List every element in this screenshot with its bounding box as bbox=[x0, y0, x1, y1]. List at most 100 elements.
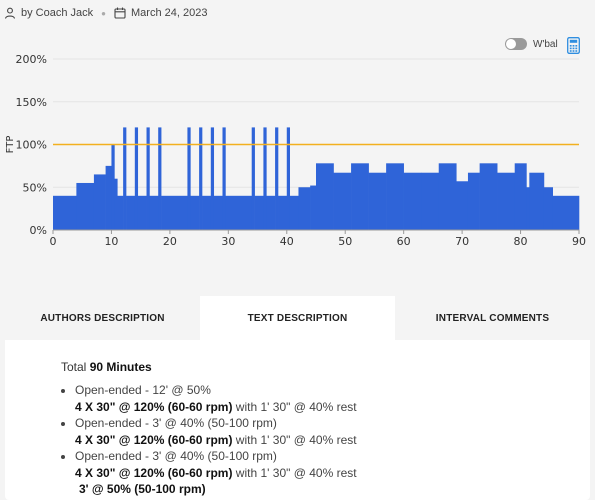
workout-meta: by Coach Jack ● March 24, 2023 bbox=[4, 5, 207, 21]
power-bar bbox=[529, 172, 545, 230]
power-bar bbox=[251, 127, 255, 230]
interval-main: 4 X 30" @ 120% (60-60 rpm) bbox=[75, 465, 233, 480]
wbal-toggle[interactable] bbox=[505, 38, 527, 50]
power-bar bbox=[114, 178, 118, 230]
interval-warmup: Open-ended - 3' @ 40% (50-100 rpm) bbox=[75, 449, 277, 463]
x-tick-label: 90 bbox=[572, 235, 586, 248]
tab-interval-comments[interactable]: INTERVAL COMMENTS bbox=[435, 312, 550, 324]
power-bar bbox=[225, 195, 253, 230]
interval-warmup: Open-ended - 3' @ 40% (50-100 rpm) bbox=[75, 416, 277, 430]
power-bar bbox=[126, 195, 136, 230]
tab-text-description[interactable]: TEXT DESCRIPTION bbox=[200, 296, 395, 340]
calendar-icon bbox=[114, 7, 126, 19]
power-bar bbox=[456, 181, 469, 230]
list-item: Open-ended - 3' @ 40% (50-100 rpm) 4 X 3… bbox=[75, 415, 357, 448]
y-tick-label: 100% bbox=[16, 139, 47, 152]
workout-power-chart: 0% 50% 100% 150% 200% FTP 0 10 20 30 40 50 60 70 80 90 bbox=[5, 53, 586, 248]
x-tick-label: 80 bbox=[514, 235, 528, 248]
wbal-label: W'bal bbox=[533, 38, 558, 50]
interval-list: Open-ended - 12' @ 50% 4 X 30" @ 120% (6… bbox=[61, 382, 357, 481]
calculator-icon[interactable] bbox=[567, 37, 580, 59]
power-bar bbox=[105, 165, 112, 230]
power-bar bbox=[254, 195, 264, 230]
power-bar bbox=[368, 172, 387, 230]
x-tick-label: 20 bbox=[163, 235, 177, 248]
power-bar bbox=[76, 182, 95, 230]
power-bar bbox=[333, 172, 352, 230]
user-icon bbox=[4, 7, 16, 19]
power-bar bbox=[438, 163, 457, 230]
power-bar bbox=[134, 127, 139, 230]
x-tick-label: 30 bbox=[221, 235, 235, 248]
power-bar bbox=[187, 127, 191, 230]
interval-main: 4 X 30" @ 120% (60-60 rpm) bbox=[75, 399, 233, 414]
interval-set: 4 X 30" @ 120% (60-60 rpm) with 1' 30" @… bbox=[75, 432, 357, 449]
power-bar bbox=[53, 195, 77, 230]
interval-rest: with 1' 30" @ 40% rest bbox=[232, 432, 357, 447]
power-bar bbox=[552, 195, 580, 230]
cooldown-interval: 3' @ 50% (50-100 rpm) bbox=[79, 482, 206, 496]
tab-authors-description[interactable]: AUTHORS DESCRIPTION bbox=[40, 312, 165, 324]
x-tick-label: 60 bbox=[397, 235, 411, 248]
toggle-knob bbox=[506, 39, 516, 49]
x-tick-label: 50 bbox=[338, 235, 352, 248]
total-duration: Total 90 Minutes bbox=[61, 360, 152, 374]
power-bar bbox=[351, 163, 369, 230]
y-tick-label: 150% bbox=[16, 96, 47, 109]
y-tick-label: 50% bbox=[23, 181, 47, 194]
power-bar bbox=[158, 127, 162, 230]
y-tick-label: 0% bbox=[30, 224, 47, 237]
y-tick-label: 200% bbox=[16, 53, 47, 66]
power-bar bbox=[543, 187, 553, 230]
power-bar bbox=[190, 195, 200, 230]
power-bar bbox=[117, 195, 124, 230]
power-bar bbox=[149, 195, 159, 230]
power-bar bbox=[298, 187, 311, 230]
interval-set: 4 X 30" @ 120% (60-60 rpm) with 1' 30" @… bbox=[75, 465, 357, 482]
total-value: 90 Minutes bbox=[89, 360, 152, 374]
x-tick-label: 70 bbox=[455, 235, 469, 248]
x-tick-label: 0 bbox=[50, 235, 57, 248]
interval-set: 4 X 30" @ 120% (60-60 rpm) with 1' 30" @… bbox=[75, 399, 357, 416]
interval-rest: with 1' 30" @ 40% rest bbox=[232, 399, 357, 414]
power-bar bbox=[93, 174, 106, 230]
total-label: Total bbox=[61, 360, 87, 374]
power-bar bbox=[467, 172, 480, 230]
power-bar bbox=[263, 127, 267, 230]
power-bar bbox=[210, 127, 215, 230]
description-tabs: AUTHORS DESCRIPTION TEXT DESCRIPTION INT… bbox=[5, 296, 590, 340]
power-bar bbox=[222, 127, 226, 230]
power-bar bbox=[479, 163, 498, 230]
power-bar bbox=[497, 172, 516, 230]
power-bar bbox=[146, 127, 150, 230]
interval-main: 4 X 30" @ 120% (60-60 rpm) bbox=[75, 432, 233, 447]
power-bar bbox=[289, 195, 299, 230]
separator-dot: ● bbox=[101, 8, 106, 18]
power-bar bbox=[123, 127, 127, 230]
power-bar bbox=[386, 163, 404, 230]
power-bar bbox=[161, 195, 188, 230]
power-bar bbox=[526, 187, 530, 230]
power-bar bbox=[286, 127, 290, 230]
power-bar bbox=[403, 172, 422, 230]
y-axis-label: FTP bbox=[5, 136, 16, 154]
power-bar bbox=[316, 163, 334, 230]
power-bar bbox=[111, 144, 115, 230]
power-bar bbox=[199, 127, 203, 230]
wbal-control: W'bal bbox=[505, 38, 558, 50]
power-bar bbox=[310, 185, 317, 230]
x-tick-label: 40 bbox=[280, 235, 294, 248]
x-tick-label: 10 bbox=[104, 235, 118, 248]
power-bar bbox=[202, 195, 212, 230]
list-item: Open-ended - 3' @ 40% (50-100 rpm) 4 X 3… bbox=[75, 448, 357, 481]
power-bar bbox=[514, 163, 527, 230]
power-bar bbox=[421, 172, 440, 230]
author-name: by Coach Jack bbox=[21, 7, 94, 19]
list-item: Open-ended - 12' @ 50% 4 X 30" @ 120% (6… bbox=[75, 382, 357, 415]
publish-date: March 24, 2023 bbox=[131, 7, 208, 19]
interval-rest: with 1' 30" @ 40% rest bbox=[232, 465, 357, 480]
power-bar bbox=[275, 127, 279, 230]
power-bar bbox=[278, 195, 288, 230]
power-bar bbox=[266, 195, 276, 230]
power-bar bbox=[213, 195, 223, 230]
